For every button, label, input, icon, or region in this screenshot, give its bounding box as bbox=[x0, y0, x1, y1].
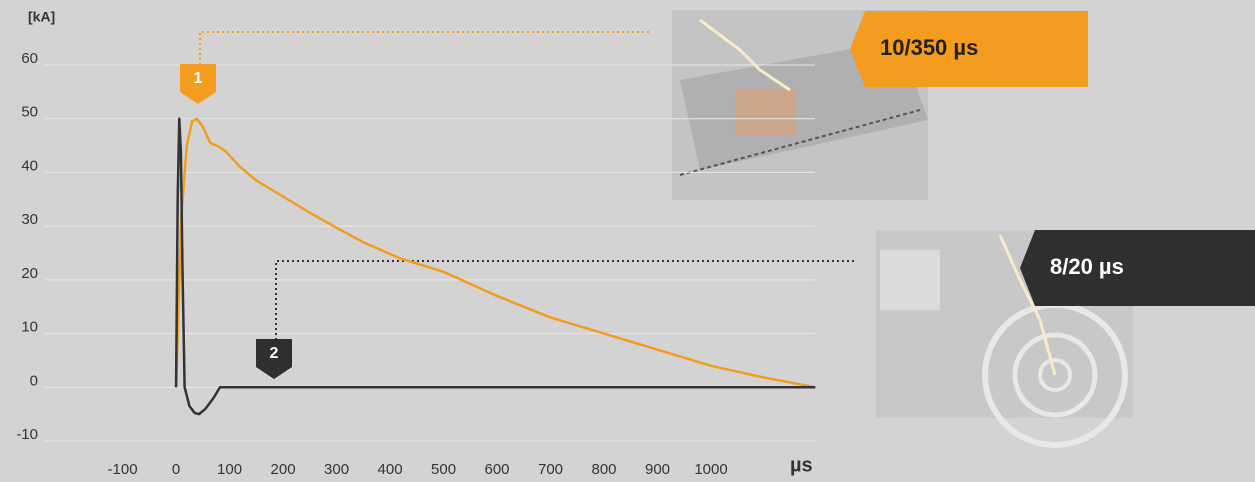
y-tick-label: -10 bbox=[16, 426, 38, 443]
y-tick-label: 60 bbox=[21, 50, 38, 67]
series-line bbox=[174, 117, 816, 416]
y-tick-label: 10 bbox=[21, 319, 38, 336]
series-label: 8/20 µs bbox=[1050, 254, 1124, 279]
leader-line bbox=[275, 260, 855, 340]
y-tick-label: 30 bbox=[21, 211, 38, 228]
x-axis-label: µs bbox=[790, 454, 813, 476]
y-axis-label: [kA] bbox=[28, 9, 55, 25]
marker-label: 1 bbox=[194, 70, 203, 87]
y-tick-label: 0 bbox=[30, 372, 38, 389]
x-tick-label: 900 bbox=[645, 461, 670, 478]
x-tick-label: 100 bbox=[217, 461, 242, 478]
y-tick-label: 20 bbox=[21, 265, 38, 282]
x-tick-label: 0 bbox=[172, 461, 180, 478]
y-tick-label: 50 bbox=[21, 104, 38, 121]
x-tick-label: 300 bbox=[324, 461, 349, 478]
marker bbox=[256, 339, 292, 379]
x-tick-label: -100 bbox=[108, 461, 138, 478]
x-tick-label: 600 bbox=[485, 461, 510, 478]
x-tick-label: 500 bbox=[431, 461, 456, 478]
marker-label: 2 bbox=[270, 345, 279, 362]
x-tick-label: 1000 bbox=[694, 461, 727, 478]
x-tick-label: 800 bbox=[592, 461, 617, 478]
y-tick-label: 40 bbox=[21, 157, 38, 174]
x-tick-label: 200 bbox=[271, 461, 296, 478]
series-label-box bbox=[1020, 230, 1255, 306]
x-tick-label: 700 bbox=[538, 461, 563, 478]
marker bbox=[180, 64, 216, 104]
series-line bbox=[174, 117, 816, 389]
series-label: 10/350 µs bbox=[880, 35, 978, 60]
x-tick-label: 400 bbox=[378, 461, 403, 478]
series-label-box bbox=[850, 11, 1088, 87]
